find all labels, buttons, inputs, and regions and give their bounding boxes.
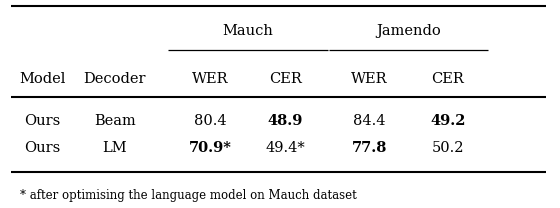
Text: Ours: Ours <box>24 114 60 128</box>
Text: 50.2: 50.2 <box>432 141 464 155</box>
Text: Beam: Beam <box>94 114 136 128</box>
Text: Decoder: Decoder <box>83 72 146 86</box>
Text: * after optimising the language model on Mauch dataset: * after optimising the language model on… <box>20 189 356 202</box>
Text: 49.2: 49.2 <box>430 114 466 128</box>
Text: WER: WER <box>351 72 388 86</box>
Text: 49.4*: 49.4* <box>266 141 305 155</box>
Text: 77.8: 77.8 <box>352 141 388 155</box>
Text: Ours: Ours <box>24 141 60 155</box>
Text: 48.9: 48.9 <box>268 114 304 128</box>
Text: Jamendo: Jamendo <box>376 24 441 38</box>
Text: CER: CER <box>269 72 302 86</box>
Text: 84.4: 84.4 <box>353 114 386 128</box>
Text: CER: CER <box>432 72 464 86</box>
Text: WER: WER <box>192 72 228 86</box>
Text: LM: LM <box>102 141 127 155</box>
Text: Model: Model <box>19 72 65 86</box>
Text: Mauch: Mauch <box>222 24 273 38</box>
Text: 70.9*: 70.9* <box>189 141 231 155</box>
Text: 80.4: 80.4 <box>194 114 226 128</box>
